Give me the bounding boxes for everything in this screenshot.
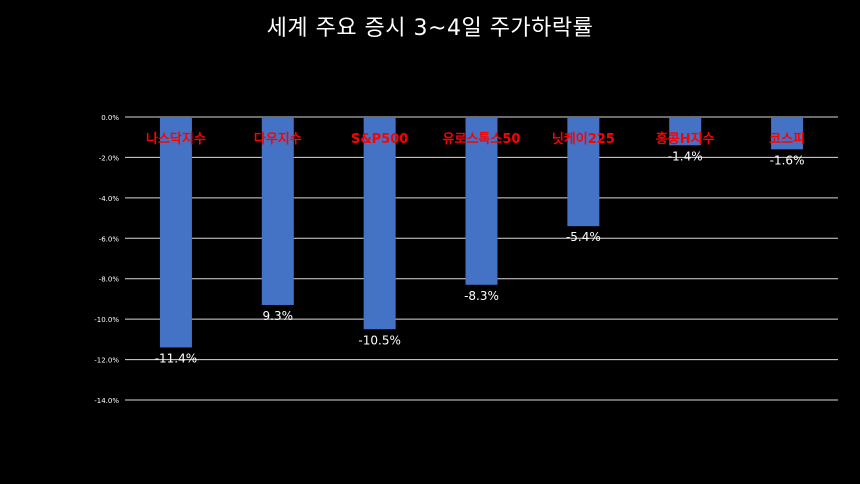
y-tick-label: 0.0% [101,114,119,122]
y-tick-label: -8.0% [99,276,120,284]
category-label: 유로스톡스50 [443,132,521,147]
data-label: 9.3% [263,309,294,323]
bar [363,117,396,330]
data-label: -8.3% [464,289,499,303]
data-label: -1.6% [770,153,805,167]
y-tick-label: -2.0% [99,154,120,162]
data-label: -10.5% [358,333,400,347]
data-label: -1.4% [668,149,703,163]
y-tick-label: -6.0% [99,235,120,243]
category-label: 다우지수 [254,131,302,147]
y-tick-label: -14.0% [94,397,119,405]
category-label: 닛케이225 [552,131,615,147]
y-tick-label: -12.0% [94,357,119,365]
category-label: 코스피 [769,132,805,147]
bar [567,117,600,227]
bar [261,117,294,305]
data-label: -11.4% [155,351,197,365]
bar [771,117,804,150]
data-label: -5.4% [566,230,601,244]
category-label: 홍콩H지수 [656,131,715,147]
category-label: S&P500 [351,132,408,147]
y-tick-label: -4.0% [99,195,120,203]
bar [669,117,702,146]
chart-title: 세계 주요 증시 3~4일 주가하락률 [266,16,594,41]
bar [465,117,498,285]
y-tick-label: -10.0% [94,316,119,324]
category-label: 나스닥지수 [146,131,206,147]
bar [159,117,192,348]
